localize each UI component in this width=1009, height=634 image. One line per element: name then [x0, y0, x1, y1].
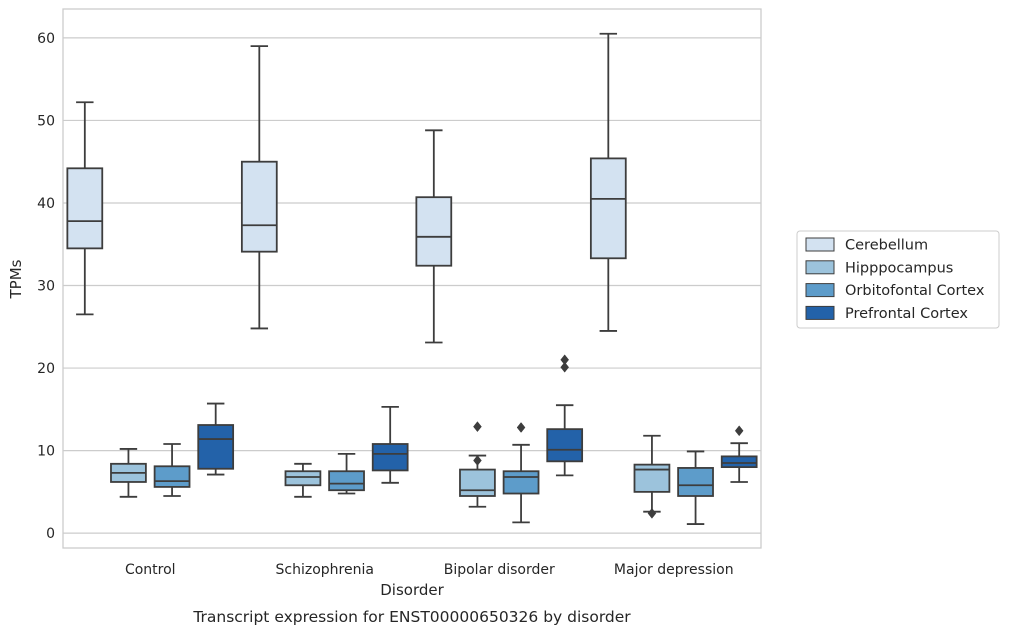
- outlier-point: [516, 422, 526, 433]
- iqr-box: [677, 467, 714, 497]
- y-tick-label: 40: [37, 196, 55, 212]
- x-tick-label: Schizophrenia: [276, 562, 374, 578]
- y-tick-label: 0: [46, 526, 55, 542]
- outlier-point: [734, 425, 744, 437]
- legend-label: Hipppocampus: [845, 260, 953, 276]
- box-prefrontal-cortex: [197, 402, 235, 476]
- box-prefrontal-cortex: [720, 425, 758, 483]
- x-tick-label: Bipolar disorder: [444, 562, 555, 578]
- y-tick-label: 50: [37, 113, 55, 129]
- y-tick-label: 20: [37, 361, 55, 377]
- box-hipppocampus: [633, 434, 671, 519]
- y-axis-label: TPMs: [7, 259, 25, 299]
- legend-swatch: [805, 260, 835, 275]
- box-cerebellum: [415, 129, 453, 344]
- iqr-box: [240, 160, 278, 253]
- y-axis-ticks: 0 10 20 30 40 50 60: [37, 31, 55, 542]
- box-cerebellum: [66, 101, 104, 316]
- box-prefrontal-cortex: [546, 354, 584, 477]
- iqr-box: [589, 157, 627, 260]
- outlier-point: [473, 455, 482, 466]
- legend-label: Prefrontal Cortex: [845, 306, 968, 322]
- y-tick-label: 10: [37, 444, 55, 460]
- iqr-box: [415, 196, 453, 267]
- iqr-box: [371, 443, 409, 472]
- outlier-point: [473, 421, 482, 433]
- box-orbitofontal-cortex: [677, 450, 714, 525]
- box-hipppocampus: [110, 448, 147, 498]
- gridlines: [63, 37, 761, 534]
- x-tick-label: Major depression: [614, 562, 734, 578]
- legend-swatch: [805, 305, 835, 320]
- box-hipppocampus: [459, 421, 496, 508]
- box-cerebellum: [240, 45, 278, 330]
- box-series: [66, 32, 758, 525]
- box-orbitofontal-cortex: [502, 422, 540, 524]
- outlier-point: [647, 507, 657, 519]
- chart-caption: Transcript expression for ENST0000065032…: [192, 608, 631, 626]
- legend: Cerebellum Hipppocampus Orbitofontal Corte…: [796, 230, 1000, 329]
- iqr-box: [720, 455, 758, 469]
- iqr-box: [502, 470, 540, 495]
- x-axis-label: Disorder: [380, 581, 444, 599]
- iqr-box: [546, 428, 584, 463]
- iqr-box: [197, 424, 235, 470]
- iqr-box: [153, 465, 191, 488]
- y-tick-label: 60: [37, 31, 55, 47]
- outlier-point: [560, 361, 570, 373]
- outlier-point: [560, 354, 570, 366]
- iqr-box: [284, 470, 322, 487]
- legend-label: Orbitofontal Cortex: [845, 283, 985, 299]
- box-hipppocampus: [284, 462, 322, 498]
- iqr-box: [328, 470, 365, 492]
- legend-swatch: [805, 283, 835, 298]
- x-axis-ticks: Control Schizophrenia Bipolar disorder Majo…: [125, 562, 734, 578]
- box-orbitofontal-cortex: [153, 443, 191, 497]
- box-orbitofontal-cortex: [328, 453, 365, 495]
- legend-swatch: [805, 237, 835, 252]
- box-cerebellum: [589, 32, 627, 332]
- x-tick-label: Control: [125, 562, 176, 578]
- box-prefrontal-cortex: [371, 405, 409, 484]
- legend-frame: [796, 230, 1000, 329]
- iqr-box: [459, 468, 496, 497]
- legend-label: Cerebellum: [845, 238, 928, 254]
- y-tick-label: 30: [37, 279, 55, 295]
- legend-items: Cerebellum Hipppocampus Orbitofontal Corte…: [805, 237, 985, 322]
- plot-area-frame: [62, 8, 762, 549]
- iqr-box: [66, 167, 104, 250]
